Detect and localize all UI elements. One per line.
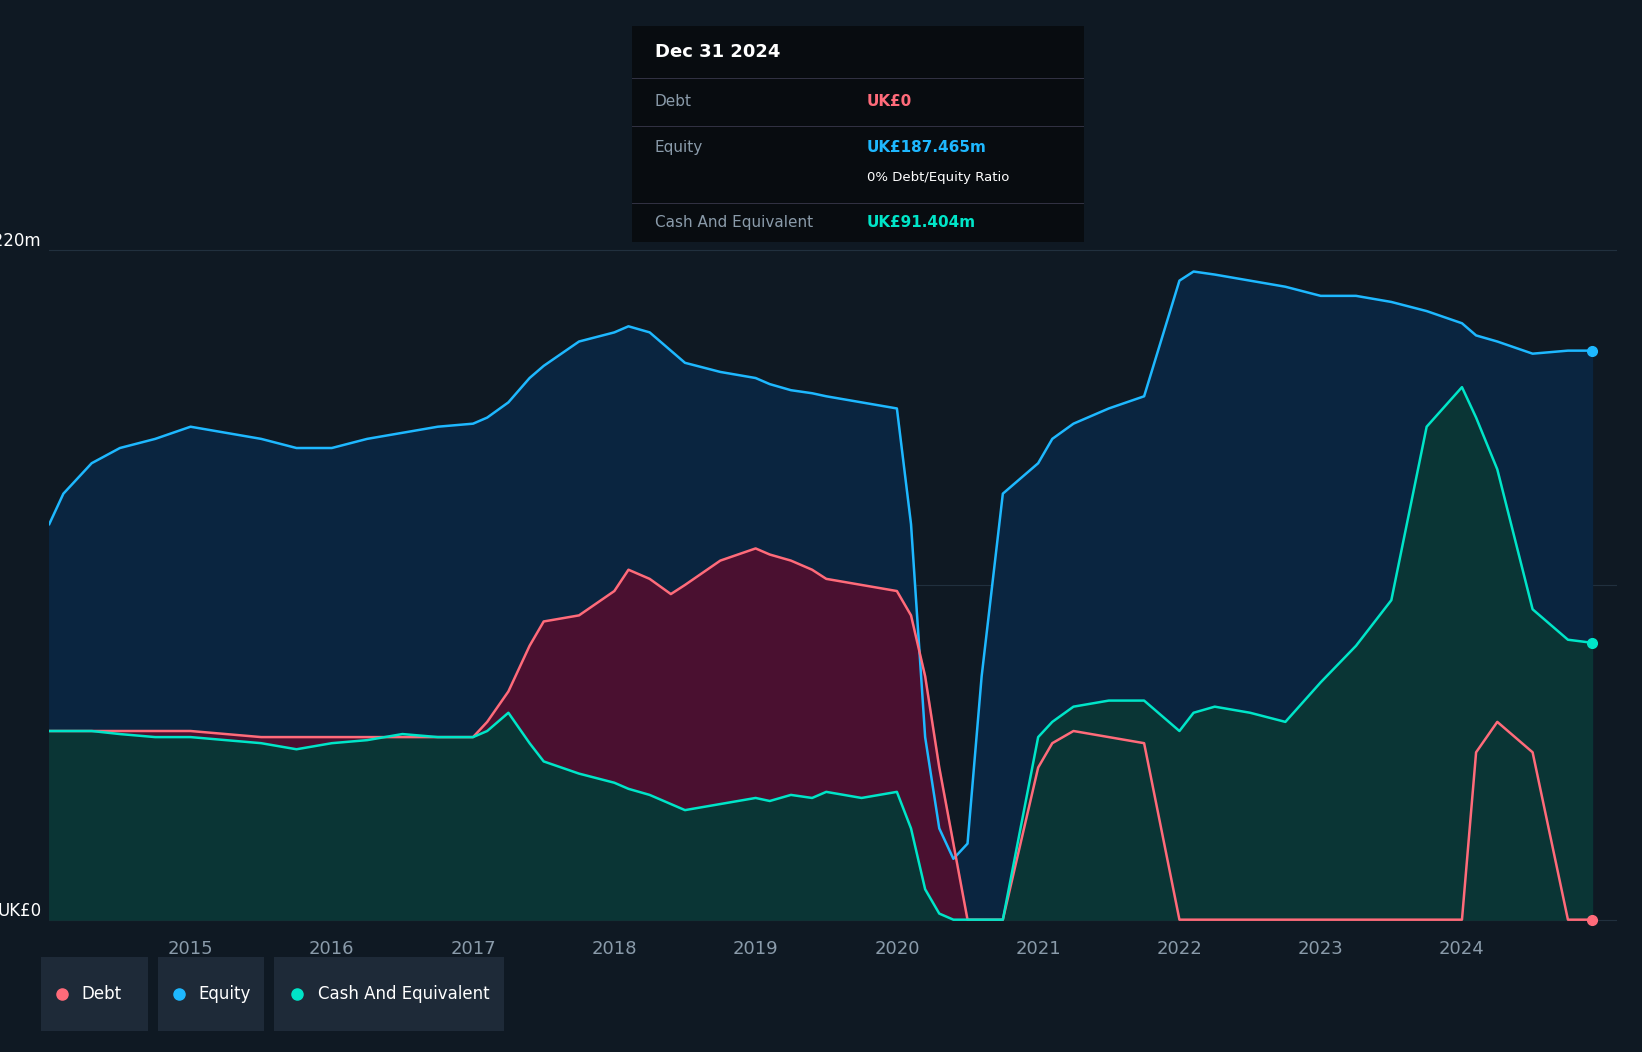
Text: UK£91.404m: UK£91.404m bbox=[867, 215, 975, 230]
Text: Dec 31 2024: Dec 31 2024 bbox=[655, 43, 780, 61]
Text: UK£0: UK£0 bbox=[0, 902, 41, 919]
Text: UK£220m: UK£220m bbox=[0, 232, 41, 250]
Text: UK£187.465m: UK£187.465m bbox=[867, 140, 987, 155]
Text: Cash And Equivalent: Cash And Equivalent bbox=[655, 215, 813, 230]
Text: 0% Debt/Equity Ratio: 0% Debt/Equity Ratio bbox=[867, 170, 1010, 184]
Text: Equity: Equity bbox=[655, 140, 703, 155]
Text: Debt: Debt bbox=[655, 95, 691, 109]
Text: Cash And Equivalent: Cash And Equivalent bbox=[319, 985, 489, 1004]
Text: Debt: Debt bbox=[82, 985, 122, 1004]
Text: Equity: Equity bbox=[199, 985, 251, 1004]
Text: UK£0: UK£0 bbox=[867, 95, 913, 109]
